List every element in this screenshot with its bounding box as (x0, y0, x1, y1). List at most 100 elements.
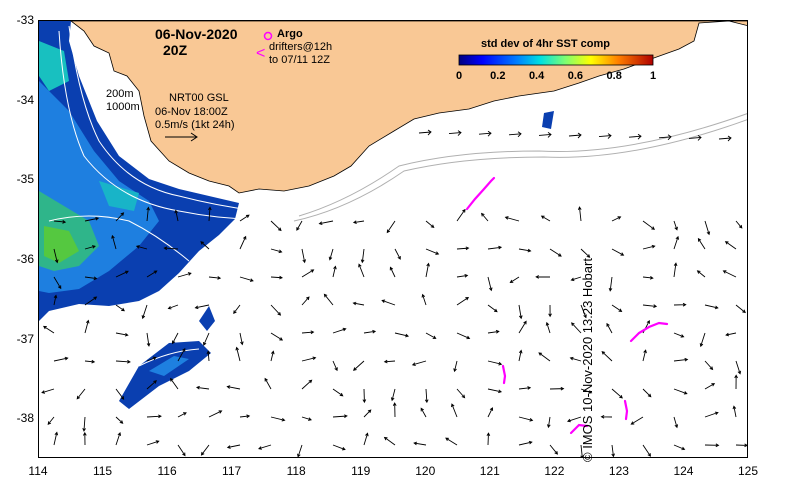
current-vector (456, 332, 471, 340)
colorbar-tick-label: 0.2 (490, 70, 505, 82)
current-vector (296, 220, 303, 231)
argo-legend-icon (263, 31, 273, 41)
colorbar-title: std dev of 4hr SST comp (481, 38, 610, 50)
current-vector (487, 407, 494, 418)
current-vector (208, 206, 212, 222)
colorbar-tick-label: 1 (650, 70, 656, 82)
isobath-label-1000m: 1000m (106, 101, 140, 113)
current-vector (394, 248, 401, 260)
current-vector (53, 294, 58, 306)
current-vector (642, 388, 652, 398)
current-vector (411, 360, 427, 366)
current-vector (301, 248, 306, 264)
current-vector (41, 388, 55, 394)
current-vector (456, 208, 466, 222)
current-vector (456, 296, 470, 306)
current-vector (569, 356, 582, 362)
current-vector (424, 388, 429, 404)
current-vector (570, 276, 582, 282)
drifter-tracks (465, 176, 669, 435)
current-vector (628, 133, 642, 140)
current-vector (673, 388, 688, 395)
current-vector (418, 129, 432, 136)
current-vector (233, 304, 241, 315)
current-vector (732, 405, 737, 418)
current-vector (270, 350, 275, 362)
current-vector (734, 374, 738, 390)
current-vector (568, 132, 582, 139)
current-vector (177, 272, 192, 278)
current-vector (381, 299, 396, 306)
drifter-track (501, 364, 507, 385)
current-vector (226, 385, 241, 390)
current-vector (611, 248, 625, 256)
current-vector (673, 220, 678, 231)
current-vector (239, 332, 244, 346)
current-vector (518, 386, 532, 390)
current-vector (146, 414, 162, 419)
current-vector (84, 276, 98, 281)
current-vector (518, 320, 527, 334)
drifter-track (569, 423, 589, 435)
current-vector (735, 443, 747, 448)
current-vector (704, 443, 720, 448)
attribution: © IMOS 10-Nov-2020 13:23 Hobart (580, 258, 596, 462)
current-vector (445, 437, 458, 446)
current-vector (163, 246, 179, 251)
current-vector (566, 416, 582, 423)
colorbar-tick-label: 0.4 (529, 70, 545, 82)
drifter-legend-period: to 07/11 12Z (269, 54, 330, 66)
x-tick-label: 118 (286, 464, 306, 478)
current-vector (548, 304, 552, 318)
current-vector (425, 220, 435, 229)
current-vector (363, 432, 369, 446)
current-vector (83, 431, 87, 446)
current-vector (332, 265, 337, 278)
current-vector (167, 304, 179, 310)
current-vector (301, 296, 310, 306)
current-vector (82, 416, 86, 432)
current-vector (704, 304, 719, 310)
current-vector (84, 359, 96, 364)
current-vector (332, 327, 347, 334)
current-vector (239, 276, 254, 282)
current-vector (146, 206, 150, 222)
current-vector (323, 293, 334, 306)
y-tick-label: -38 (16, 411, 34, 426)
current-vector (84, 245, 96, 250)
current-vector (487, 329, 500, 334)
current-vector (239, 414, 251, 419)
current-vector (115, 212, 125, 222)
current-vector (239, 235, 247, 250)
current-vector (84, 296, 98, 306)
current-vector (608, 276, 613, 292)
current-vector (549, 444, 559, 455)
current-vector (239, 214, 250, 222)
current-vector (673, 416, 679, 429)
current-vector (84, 319, 90, 334)
current-vector (352, 301, 365, 306)
current-vector (642, 244, 656, 250)
current-vector (486, 432, 491, 446)
current-vector (735, 220, 743, 229)
current-vector (111, 234, 117, 250)
current-vector (538, 132, 552, 138)
current-vector (508, 131, 522, 138)
y-tick-label: -34 (16, 92, 34, 107)
current-vector (386, 220, 396, 234)
current-vector (480, 212, 489, 222)
current-vector (332, 414, 348, 418)
current-vector (456, 388, 466, 399)
current-vector (735, 304, 746, 314)
current-vector (601, 351, 613, 362)
current-vector (535, 275, 551, 279)
map-time: 20Z (163, 42, 188, 58)
current-vector (171, 332, 179, 345)
x-tick-label: 121 (479, 464, 500, 478)
drifter-legend-icon: < (256, 45, 265, 62)
current-vector (453, 360, 458, 373)
current-vector (571, 322, 582, 334)
current-vector (704, 411, 719, 418)
current-vector (600, 414, 613, 419)
current-vector (226, 444, 241, 449)
